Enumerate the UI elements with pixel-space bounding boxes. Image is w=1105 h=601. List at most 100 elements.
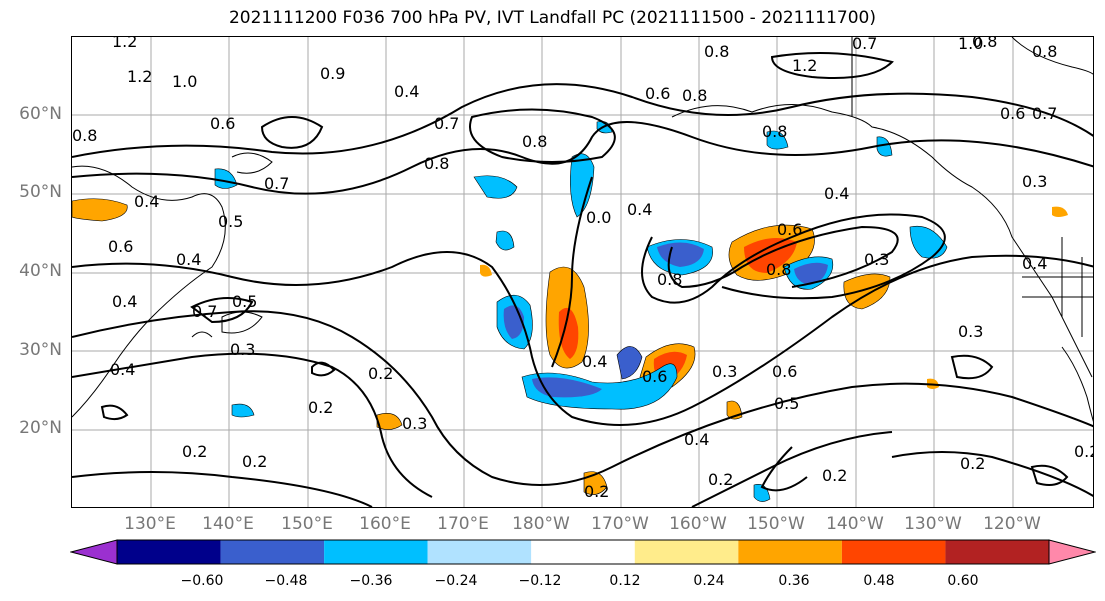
contour-label: 0.8	[704, 42, 729, 61]
contour-label: 0.5	[218, 212, 243, 231]
colorbar-tick-label: −0.36	[349, 573, 393, 589]
contour-label: 0.8	[657, 270, 682, 289]
contour-label: 0.2	[242, 452, 267, 471]
lon-label: 150°E	[281, 514, 333, 534]
contour-label: 0.3	[230, 340, 255, 359]
lon-label: 150°W	[747, 514, 805, 534]
contour-label: 0.3	[712, 362, 737, 381]
colorbar-extend-min	[70, 539, 118, 565]
colorbar-segment	[738, 540, 842, 564]
contour-label: 0.8	[972, 37, 997, 51]
contour-label: 0.7	[264, 174, 289, 193]
contour-label: 0.8	[762, 122, 787, 141]
colorbar-border	[116, 539, 1050, 565]
contour-label: 0.4	[824, 184, 849, 203]
contour-label: 0.9	[320, 64, 345, 83]
colorbar-segment	[427, 540, 532, 564]
contour-label: 1.0	[172, 72, 197, 91]
colorbar-tick-label: −0.12	[518, 573, 562, 589]
contour-label: 0.4	[176, 250, 201, 269]
contour-label: 0.7	[434, 114, 459, 133]
lat-label: 40°N	[19, 261, 62, 281]
contour-label: 1.0	[958, 37, 983, 53]
contour-label: 0.4	[684, 430, 709, 449]
colorbar-segment	[117, 540, 221, 564]
contour-label: 0.6	[210, 114, 235, 133]
contour-label: 0.3	[864, 250, 889, 269]
contour-label: 0.8	[1032, 42, 1057, 61]
contour-label: 1.2	[792, 56, 817, 75]
colorbar-tick-label: −0.24	[434, 573, 478, 589]
contour-label: 0.6	[642, 367, 667, 386]
colorbar-tick-label: 0.12	[609, 573, 641, 589]
contour-label: 0.4	[1022, 254, 1047, 273]
contour-label: 0.2	[1074, 442, 1094, 461]
contour-label: 0.3	[402, 414, 427, 433]
contour-label: 0.8	[424, 154, 449, 173]
contour-label: 0.6	[645, 84, 670, 103]
contour-label: 0.3	[958, 322, 983, 341]
colorbar-segment	[220, 540, 325, 564]
contour-label: 0.6	[772, 362, 797, 381]
contour-label: 0.4	[394, 82, 419, 101]
contour-label: 0.7	[1032, 104, 1057, 123]
colorbar-tick-label: −0.48	[264, 573, 308, 589]
map-title: 2021111200 F036 700 hPa PV, IVT Landfall…	[228, 8, 876, 28]
colorbar-tick-label: −0.60	[180, 573, 224, 589]
colorbar-tick-label: 0.24	[693, 573, 725, 589]
lon-label: 130°E	[124, 514, 176, 534]
lon-label: 170°W	[591, 514, 649, 534]
map-panel[interactable]: 1.2 1.2 1.0 0.9 0.8 0.4 0.7 0.6 0.8 0.7 …	[71, 36, 1094, 508]
contour-label: 0.6	[108, 237, 133, 256]
contour-label: 0.4	[112, 292, 137, 311]
lat-label: 60°N	[19, 104, 62, 124]
gridlines	[72, 37, 1093, 507]
lon-label: 170°E	[437, 514, 489, 534]
contour-label: 0.3	[1022, 172, 1047, 191]
contour-label: 0.2	[308, 398, 333, 417]
pv-contours	[72, 52, 1093, 507]
contour-labels: 1.2 1.2 1.0 0.9 0.8 0.4 0.7 0.6 0.8 0.7 …	[72, 37, 1094, 501]
contour-label: 0.7	[192, 302, 217, 321]
lon-label: 160°E	[359, 514, 411, 534]
contour-label: 0.0	[586, 208, 611, 227]
contour-label: 1.2	[127, 67, 152, 86]
contour-label: 0.5	[232, 292, 257, 311]
contour-label: 0.2	[822, 466, 847, 485]
colorbar-segment	[531, 540, 635, 564]
lon-label: 140°W	[826, 514, 884, 534]
colorbar-extend-max	[1048, 539, 1096, 565]
contour-label: 0.4	[134, 192, 159, 211]
lat-label: 50°N	[19, 182, 62, 202]
contour-label: 0.4	[582, 352, 607, 371]
lat-label: 30°N	[19, 340, 62, 360]
contour-label: 0.2	[960, 454, 985, 473]
lon-label: 140°E	[202, 514, 254, 534]
contour-label: 0.6	[777, 220, 802, 239]
contour-label: 0.7	[852, 37, 877, 53]
contour-label: 0.8	[766, 260, 791, 279]
colorbar-segment	[945, 540, 1049, 564]
contour-label: 0.4	[627, 200, 652, 219]
contour-label: 0.8	[682, 86, 707, 105]
lon-label: 120°W	[983, 514, 1041, 534]
lon-label: 180°W	[512, 514, 570, 534]
contour-label: 0.8	[72, 126, 97, 145]
map-canvas: 1.2 1.2 1.0 0.9 0.8 0.4 0.7 0.6 0.8 0.7 …	[72, 37, 1094, 507]
lat-label: 20°N	[19, 418, 62, 438]
contour-label: 0.4	[110, 360, 135, 379]
colorbar-tick-label: 0.48	[863, 573, 895, 589]
lon-label: 130°W	[904, 514, 962, 534]
colorbar-segment	[324, 540, 428, 564]
contour-label: 0.2	[182, 442, 207, 461]
colorbar-tick-label: 0.36	[778, 573, 810, 589]
lon-label: 160°W	[669, 514, 727, 534]
contour-label: 0.6	[1000, 104, 1025, 123]
colorbar-segment	[841, 540, 946, 564]
contour-label: 0.2	[708, 470, 733, 489]
colorbar	[70, 539, 1096, 565]
contour-label: 0.8	[522, 132, 547, 151]
contour-label: 0.2	[368, 364, 393, 383]
colorbar-tick-label: 0.60	[947, 573, 979, 589]
colorbar-segment	[634, 540, 739, 564]
